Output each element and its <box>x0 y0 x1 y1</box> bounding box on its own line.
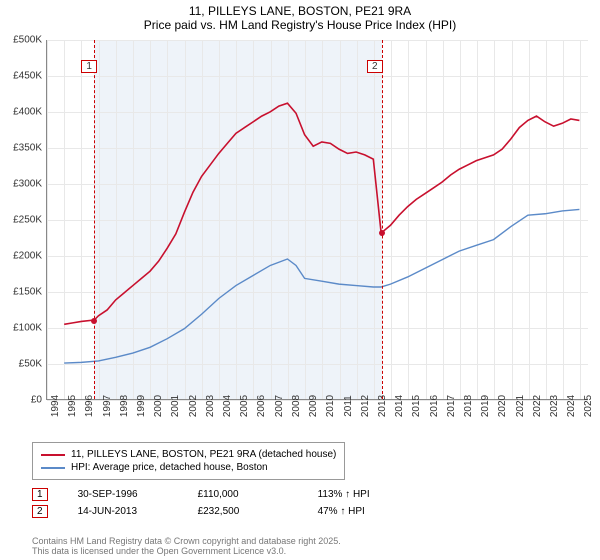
x-tick-label: 1996 <box>84 395 95 417</box>
data-rows: 1 30-SEP-1996 £110,000 113% ↑ HPI 2 14-JUN-20… <box>32 488 408 522</box>
x-tick-label: 2018 <box>463 395 474 417</box>
data-row-id: 1 <box>32 488 48 501</box>
y-tick-label: £100K <box>13 323 42 334</box>
annot-label-2: 2 <box>367 60 383 73</box>
data-row-delta: 47% ↑ HPI <box>318 506 408 517</box>
x-axis: 1994199519961997199819992000200120022003… <box>46 404 588 440</box>
line-svg <box>47 40 588 399</box>
legend-label: 11, PILLEYS LANE, BOSTON, PE21 9RA (deta… <box>71 449 336 460</box>
data-row-price: £232,500 <box>198 506 288 517</box>
y-tick-label: £300K <box>13 179 42 190</box>
x-tick-label: 2019 <box>480 395 491 417</box>
data-row: 2 14-JUN-2013 £232,500 47% ↑ HPI <box>32 505 408 518</box>
x-tick-label: 2010 <box>325 395 336 417</box>
x-tick-label: 2011 <box>343 395 354 417</box>
annot-label-1: 1 <box>81 60 97 73</box>
chart-container: 11, PILLEYS LANE, BOSTON, PE21 9RA Price… <box>0 0 600 560</box>
x-tick-label: 2025 <box>583 395 594 417</box>
data-row-date: 30-SEP-1996 <box>78 489 168 500</box>
footer-note: Contains HM Land Registry data © Crown c… <box>32 536 341 556</box>
title-line1: 11, PILLEYS LANE, BOSTON, PE21 9RA <box>0 4 600 18</box>
x-tick-label: 2022 <box>532 395 543 417</box>
x-tick-label: 2008 <box>291 395 302 417</box>
annot-line <box>382 40 383 399</box>
x-tick-label: 1994 <box>50 395 61 417</box>
data-row-date: 14-JUN-2013 <box>78 506 168 517</box>
legend-item: 11, PILLEYS LANE, BOSTON, PE21 9RA (deta… <box>41 449 336 460</box>
y-tick-label: £500K <box>13 35 42 46</box>
data-row-id: 2 <box>32 505 48 518</box>
footer-line2: This data is licensed under the Open Gov… <box>32 546 341 556</box>
data-row-price: £110,000 <box>198 489 288 500</box>
x-tick-label: 2024 <box>566 395 577 417</box>
x-tick-label: 1999 <box>136 395 147 417</box>
y-tick-label: £400K <box>13 107 42 118</box>
data-row-delta: 113% ↑ HPI <box>318 489 408 500</box>
y-axis: £0£50K£100K£150K£200K£250K£300K£350K£400… <box>0 40 44 400</box>
legend-swatch <box>41 454 65 456</box>
series-property <box>64 103 579 324</box>
data-row: 1 30-SEP-1996 £110,000 113% ↑ HPI <box>32 488 408 501</box>
y-tick-label: £50K <box>19 359 42 370</box>
x-tick-label: 1997 <box>102 395 113 417</box>
x-tick-label: 2005 <box>239 395 250 417</box>
title-line2: Price paid vs. HM Land Registry's House … <box>0 18 600 32</box>
legend-item: HPI: Average price, detached house, Bost… <box>41 462 336 473</box>
y-tick-label: £450K <box>13 71 42 82</box>
x-tick-label: 2023 <box>549 395 560 417</box>
y-tick-label: £150K <box>13 287 42 298</box>
x-tick-label: 1995 <box>67 395 78 417</box>
x-tick-label: 2001 <box>170 395 181 417</box>
legend-swatch <box>41 467 65 469</box>
chart-title: 11, PILLEYS LANE, BOSTON, PE21 9RA Price… <box>0 0 600 32</box>
x-tick-label: 2007 <box>274 395 285 417</box>
series-hpi <box>64 209 579 363</box>
x-tick-label: 2021 <box>515 395 526 417</box>
x-tick-label: 2000 <box>153 395 164 417</box>
x-tick-label: 2009 <box>308 395 319 417</box>
x-tick-label: 2014 <box>394 395 405 417</box>
x-tick-label: 2012 <box>360 395 371 417</box>
plot-area: 12 <box>46 40 588 400</box>
x-tick-label: 2016 <box>429 395 440 417</box>
y-tick-label: £200K <box>13 251 42 262</box>
x-tick-label: 2017 <box>446 395 457 417</box>
x-tick-label: 2013 <box>377 395 388 417</box>
y-tick-label: £0 <box>31 395 42 406</box>
y-tick-label: £250K <box>13 215 42 226</box>
x-tick-label: 2006 <box>256 395 267 417</box>
x-tick-label: 2015 <box>411 395 422 417</box>
x-tick-label: 1998 <box>119 395 130 417</box>
annot-line <box>94 40 95 399</box>
marker-2 <box>379 230 385 236</box>
legend-label: HPI: Average price, detached house, Bost… <box>71 462 268 473</box>
x-tick-label: 2020 <box>497 395 508 417</box>
x-tick-label: 2002 <box>188 395 199 417</box>
y-tick-label: £350K <box>13 143 42 154</box>
x-tick-label: 2003 <box>205 395 216 417</box>
x-tick-label: 2004 <box>222 395 233 417</box>
footer-line1: Contains HM Land Registry data © Crown c… <box>32 536 341 546</box>
legend: 11, PILLEYS LANE, BOSTON, PE21 9RA (deta… <box>32 442 345 480</box>
